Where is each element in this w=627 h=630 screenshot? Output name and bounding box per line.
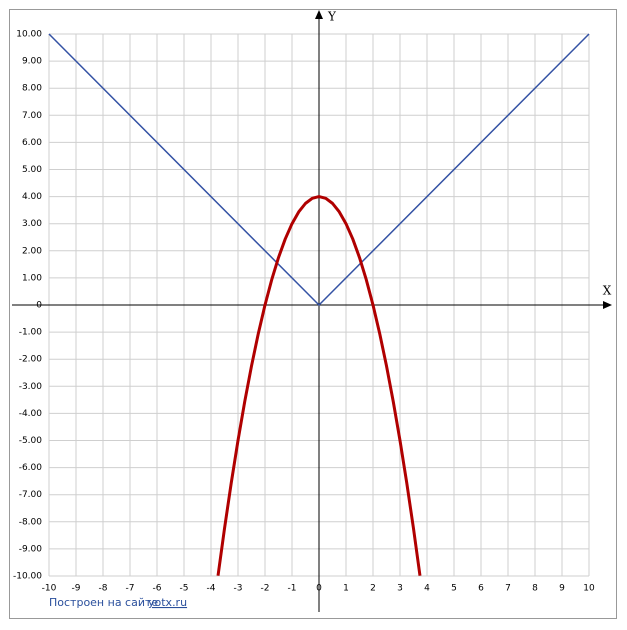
y-tick-label: -2.00 — [19, 355, 43, 365]
y-tick-label: 7.00 — [22, 111, 42, 121]
y-tick-label: 9.00 — [22, 57, 42, 67]
x-tick-label: -3 — [234, 584, 243, 594]
y-tick-label: 1.00 — [22, 273, 42, 283]
x-tick-label: 9 — [559, 584, 565, 594]
y-tick-label: -7.00 — [19, 490, 43, 500]
x-tick-label: 2 — [370, 584, 376, 594]
x-tick-label: 6 — [478, 584, 484, 594]
series-line — [216, 195, 422, 576]
y-tick-label: -8.00 — [19, 517, 43, 527]
y-tick-label: -9.00 — [19, 544, 43, 554]
x-tick-label: 3 — [397, 584, 403, 594]
y-tick-label: 2.00 — [22, 246, 42, 256]
x-tick-label: 5 — [451, 584, 457, 594]
footer-link[interactable]: yotx.ru — [148, 596, 187, 609]
y-axis-label: Y — [327, 10, 337, 24]
x-axis-label: X — [603, 284, 612, 298]
series-line — [48, 33, 590, 306]
x-tick-label: 4 — [424, 584, 430, 594]
x-tick-label: -8 — [99, 584, 108, 594]
y-tick-label: -4.00 — [19, 409, 43, 419]
x-tick-label: -4 — [207, 584, 216, 594]
footer-text: Построен на сайте — [49, 596, 158, 609]
y-tick-label: 3.00 — [22, 219, 42, 229]
y-tick-label: -1.00 — [19, 328, 43, 338]
y-tick-label: -10.00 — [13, 572, 42, 582]
y-tick-label: 6.00 — [22, 138, 42, 148]
x-tick-label: -1 — [288, 584, 297, 594]
x-tick-label: -10 — [42, 584, 57, 594]
y-tick-label: 8.00 — [22, 84, 42, 94]
x-axis-arrow — [603, 301, 612, 309]
y-tick-label: 4.00 — [22, 192, 42, 202]
x-tick-label: 7 — [505, 584, 511, 594]
x-tick-label: 8 — [532, 584, 538, 594]
x-tick-label: -5 — [180, 584, 189, 594]
x-tick-label: 1 — [343, 584, 349, 594]
y-tick-label: -5.00 — [19, 436, 43, 446]
y-tick-label: 5.00 — [22, 165, 42, 175]
x-tick-label: -7 — [126, 584, 135, 594]
x-tick-label: -6 — [153, 584, 162, 594]
frame — [9, 9, 617, 619]
y-axis-arrow — [315, 10, 323, 19]
y-tick-label: -6.00 — [19, 463, 43, 473]
x-tick-label: 10 — [583, 584, 595, 594]
x-tick-label: -2 — [261, 584, 270, 594]
x-tick-label: -9 — [72, 584, 81, 594]
y-tick-label: 10.00 — [16, 30, 42, 40]
y-tick-label: -3.00 — [19, 382, 43, 392]
